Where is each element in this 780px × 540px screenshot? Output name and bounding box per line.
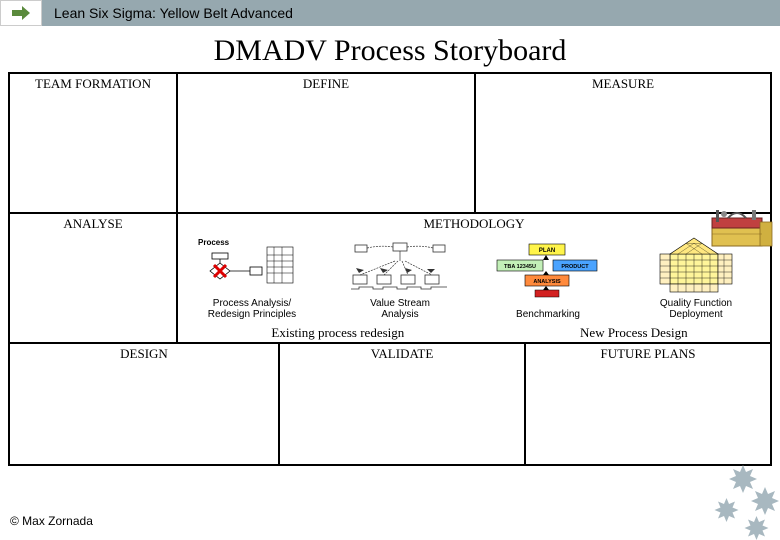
meth-label-1: Process Analysis/ Redesign Principles xyxy=(208,296,296,322)
cell-methodology: METHODOLOGY Process xyxy=(178,214,770,342)
process-analysis-icon: Process xyxy=(180,236,324,296)
svg-text:TBA 12345U: TBA 12345U xyxy=(504,264,536,270)
meth-footer-right: New Process Design xyxy=(498,324,770,342)
arrow-right-icon xyxy=(10,4,32,22)
page-title: DMADV Process Storyboard xyxy=(0,26,780,72)
svg-text:PRODUCT: PRODUCT xyxy=(561,264,589,270)
cell-measure: MEASURE xyxy=(476,74,770,212)
methodology-items: Process xyxy=(178,234,770,324)
label-methodology: METHODOLOGY xyxy=(178,214,770,234)
process-sublabel: Process xyxy=(198,238,229,247)
cell-future-plans: FUTURE PLANS xyxy=(526,344,770,464)
label-future-plans: FUTURE PLANS xyxy=(526,344,770,364)
corner-stars-icon xyxy=(670,460,780,540)
label-define: DEFINE xyxy=(178,74,474,94)
meth-label-3: Benchmarking xyxy=(516,307,580,322)
header-bar: Lean Six Sigma: Yellow Belt Advanced xyxy=(0,0,780,26)
arrow-icon-box xyxy=(0,0,42,26)
cell-define: DEFINE xyxy=(178,74,476,212)
benchmarking-icon: PLAN TBA 12345U PRODUCT ANALYSIS xyxy=(476,236,620,307)
label-measure: MEASURE xyxy=(476,74,770,94)
label-design: DESIGN xyxy=(10,344,278,364)
label-validate: VALIDATE xyxy=(280,344,524,364)
row-3: DESIGN VALIDATE FUTURE PLANS xyxy=(10,344,770,464)
svg-text:ANALYSIS: ANALYSIS xyxy=(533,279,561,285)
value-stream-icon xyxy=(328,236,472,296)
storyboard-grid: TEAM FORMATION DEFINE MEASURE ANALYSE ME… xyxy=(8,72,772,466)
toolbox-icon xyxy=(702,204,776,252)
row-2: ANALYSE METHODOLOGY Process xyxy=(10,214,770,344)
row-1: TEAM FORMATION DEFINE MEASURE xyxy=(10,74,770,214)
meth-footer-left: Existing process redesign xyxy=(178,324,498,342)
copyright: © Max Zornada xyxy=(10,514,93,528)
cell-team-formation: TEAM FORMATION xyxy=(10,74,178,212)
svg-text:PLAN: PLAN xyxy=(539,248,555,254)
meth-label-2: Value Stream Analysis xyxy=(370,296,430,322)
course-title: Lean Six Sigma: Yellow Belt Advanced xyxy=(42,0,780,26)
label-analyse: ANALYSE xyxy=(10,214,176,234)
meth-item-benchmarking: PLAN TBA 12345U PRODUCT ANALYSIS xyxy=(474,234,622,324)
label-team-formation: TEAM FORMATION xyxy=(10,74,176,94)
cell-validate: VALIDATE xyxy=(280,344,526,464)
meth-item-process-analysis: Process xyxy=(178,234,326,324)
methodology-footer: Existing process redesign New Process De… xyxy=(178,324,770,342)
meth-label-4: Quality Function Deployment xyxy=(660,296,732,322)
cell-design: DESIGN xyxy=(10,344,280,464)
meth-item-value-stream: Value Stream Analysis xyxy=(326,234,474,324)
cell-analyse: ANALYSE xyxy=(10,214,178,342)
